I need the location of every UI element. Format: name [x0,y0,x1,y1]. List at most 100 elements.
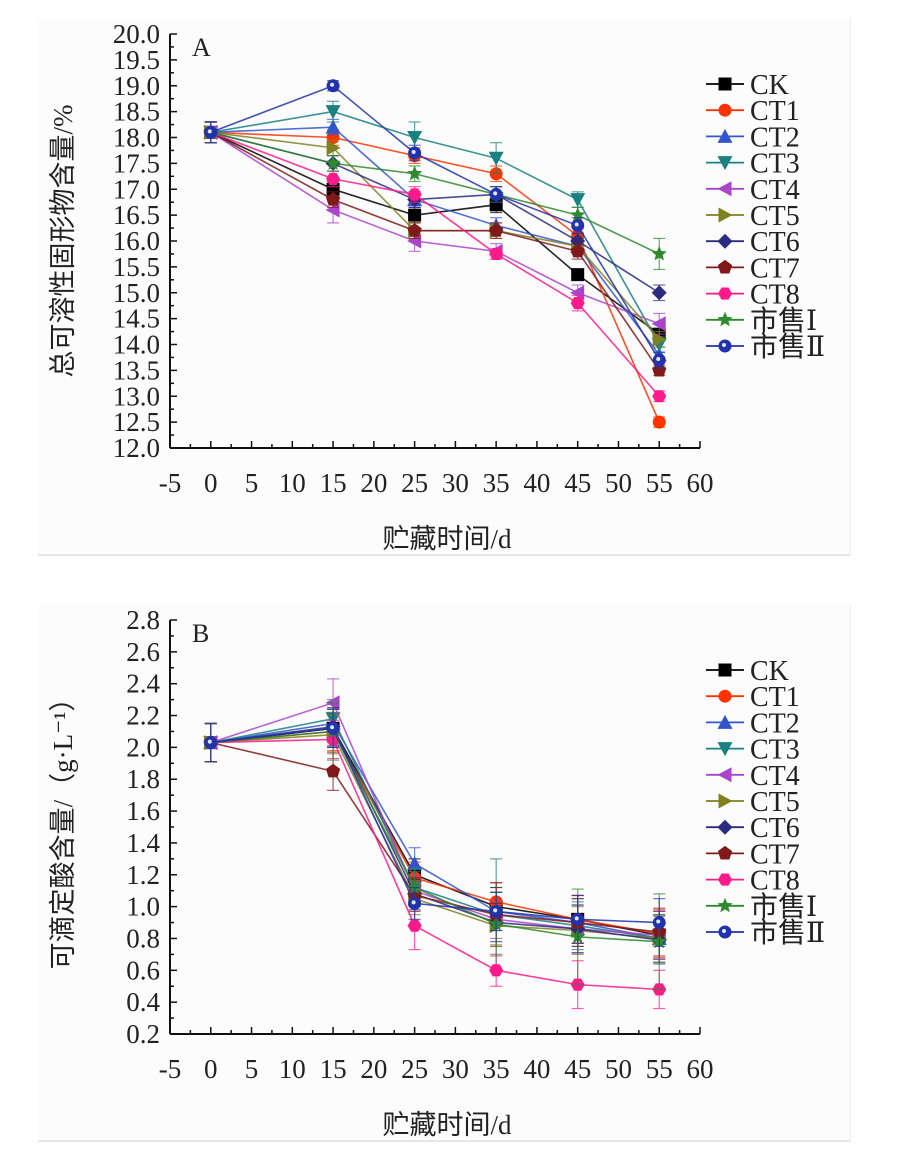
y-tick-label: 18.5 [113,97,160,127]
legend-marker-icon [717,259,733,274]
x-tick-label: 55 [646,468,673,498]
legend-marker-icon [718,77,732,91]
legend-item: CT1 [706,96,800,127]
data-point [325,202,340,218]
y-tick-label: 13.5 [113,355,160,385]
legend-label: CT2 [750,708,800,739]
series-line [210,131,660,397]
series-CT3 [203,100,667,353]
x-tick-label: 25 [401,468,428,498]
data-point [407,919,422,932]
data-point [570,243,585,258]
series-CT7 [203,722,667,957]
legend-label: CT3 [750,149,800,180]
legend-item: 市售Ⅰ [706,891,817,923]
panel-label: B [192,619,209,648]
legend-marker-icon [717,156,733,171]
legend-marker-icon [718,663,732,677]
panel-label: A [192,33,211,62]
x-tick-label: 15 [320,468,347,498]
chart-panel-b: 2.8 2.6 2.4 2.2 2.0 1.8 1.6 1.4 1.2 1.0 0.8 0.6 0.4 0… [38,604,851,1142]
legend-label: 市售Ⅰ [750,305,817,337]
legend-marker-icon [717,128,733,143]
x-tick-label: 30 [442,1054,469,1084]
legend-label: CT4 [750,175,800,206]
legend-item: CT6 [706,813,800,844]
y-tick-label: 19.5 [113,45,160,75]
legend-item: CT6 [706,227,800,258]
legend-marker-icon [717,819,733,835]
x-tick-label: 10 [279,1054,306,1084]
data-point [570,297,585,310]
legend-item: CT3 [706,735,800,766]
data-point [651,316,666,332]
x-tick-label: 0 [204,1054,218,1084]
legend-marker-icon [717,845,733,860]
data-point [570,285,585,301]
data-point [407,131,423,145]
data-point [651,285,667,301]
x-tick-label: 5 [245,468,258,498]
legend-item: CT4 [706,761,800,792]
y-axis-title: 总可溶性固形物含量/% [48,105,78,378]
data-point-highlight [411,150,416,155]
data-point-highlight [493,191,498,196]
legend-marker-icon [718,103,732,117]
x-tick-label: 30 [442,468,469,498]
legend-item: CT7 [706,253,800,284]
legend-item: 市售Ⅱ [706,917,825,949]
y-tick-label: 2.2 [126,701,160,731]
data-point [325,763,341,778]
legend-item: CT3 [706,149,800,180]
x-tick-label: 50 [605,1054,632,1084]
series-line [210,730,660,943]
series-line [210,738,660,991]
series-line [210,741,660,933]
legend-item: CT2 [706,122,800,153]
series-line [210,131,660,325]
y-tick-label: 0.4 [126,987,160,1017]
y-tick-label: 19.0 [113,71,160,101]
y-tick-label: 1.0 [126,892,160,922]
series-CT1 [204,121,666,429]
data-point [652,331,667,347]
y-tick-label: 17.0 [113,174,160,204]
legend-marker-icon [717,233,733,249]
data-point-highlight [493,908,498,913]
data-point [489,198,503,212]
data-point-highlight [656,919,661,924]
legend-label: CT2 [750,122,800,153]
y-tick-label: 18.0 [113,123,160,153]
data-point [652,362,667,377]
x-tick-label: 35 [483,468,510,498]
legend-label: 市售Ⅱ [750,331,825,363]
legend-marker-icon [717,181,732,197]
data-point-highlight [574,222,579,227]
data-point [407,223,422,237]
y-tick-label: 16.0 [113,226,160,256]
legend-marker-icon-highlight [722,343,726,347]
x-tick-label: 10 [279,468,306,498]
series-line [210,126,660,356]
series-CT7 [203,121,667,377]
series-line [210,722,660,940]
data-point [326,140,341,156]
legend-label: CT7 [750,839,800,870]
x-tick-label: 60 [687,468,714,498]
data-point [407,165,423,181]
legend-label: CT7 [750,253,800,284]
y-tick-label: 1.4 [126,828,160,858]
series-line [210,717,660,940]
legend-label: CT6 [750,227,800,258]
x-axis-title: 贮藏时间/d [382,524,512,554]
legend-item: CT4 [706,175,800,206]
legend-item: CK [706,656,789,687]
x-tick-label: 50 [605,468,632,498]
series-line [210,131,660,423]
legend-marker-icon [717,897,733,913]
data-point [407,879,423,894]
x-tick-label: 5 [245,1054,258,1084]
series-line [210,131,660,255]
y-tick-label: 15.5 [113,252,160,282]
